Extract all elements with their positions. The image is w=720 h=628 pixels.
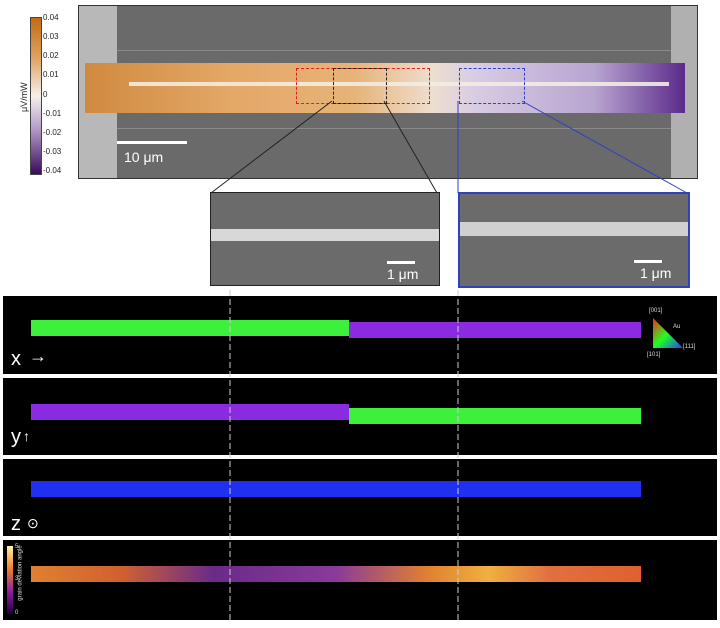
axis-label: x (11, 348, 21, 370)
dot-icon: ⊙ (27, 515, 39, 531)
colorbar-tick: -0.04 (43, 166, 62, 175)
inset-scalebar (634, 260, 662, 263)
photovoltage-map (85, 63, 685, 113)
axis-label: z (11, 513, 21, 535)
ebsd-panel-gda: 5 3 0 grain deviation angle (3, 540, 717, 620)
ebsd-panel-y: y ↑ (3, 378, 717, 455)
colorbar-tick: 0.02 (43, 51, 59, 60)
axis-label: y (11, 426, 21, 448)
colorbar-tick: -0.02 (43, 128, 62, 137)
colorbar-tick: -0.01 (43, 109, 62, 118)
colorbar (30, 17, 42, 175)
ebsd-panel-x: x → [001] [101] [111] Au (3, 296, 717, 374)
substrate-line (117, 50, 671, 51)
grain-left (31, 320, 349, 336)
colorbar-tick: -0.03 (43, 147, 62, 156)
colorbar-tick: 0.04 (43, 13, 59, 22)
grain-all (31, 481, 641, 497)
gda-map (31, 566, 641, 582)
inset-scalebar-label: 1 μm (640, 265, 672, 281)
arrow-icon: → (29, 346, 47, 366)
ebsd-panel-z: z ⊙ (3, 459, 717, 536)
arrow-icon: ↑ (23, 428, 30, 444)
blue-region-box (459, 68, 525, 104)
nanowire (129, 82, 669, 86)
substrate-line (117, 128, 671, 129)
inset-nanowire (211, 229, 439, 241)
inset-scalebar (387, 261, 415, 264)
colorbar-tick: 0.03 (43, 32, 59, 41)
ipf-label-right: [111] (683, 344, 696, 350)
scalebar (117, 141, 187, 144)
inset-nanowire (460, 222, 688, 236)
sem-image: 10 μm (78, 5, 698, 179)
guide-lines (229, 290, 459, 620)
ipf-label-left: [101] (647, 352, 661, 358)
colorbar-tick: 0.01 (43, 70, 59, 79)
black-region-box (333, 68, 387, 104)
grain-right (349, 408, 641, 424)
colorbar-tick: 0 (43, 90, 48, 99)
inset-left: 1 μm (210, 192, 440, 286)
inset-scalebar-label: 1 μm (387, 266, 419, 282)
gda-tick: 5 (15, 544, 19, 550)
gda-tick: 3 (15, 576, 19, 582)
gda-colorbar (7, 546, 13, 614)
grain-left (31, 404, 349, 420)
grain-right (349, 322, 641, 338)
inset-right: 1 μm (458, 192, 690, 288)
ipf-material: Au (673, 324, 681, 330)
scalebar-label: 10 μm (124, 149, 164, 165)
gda-tick: 0 (15, 610, 19, 616)
zoom-connectors (210, 100, 688, 194)
ipf-label-top: [001] (649, 308, 663, 314)
